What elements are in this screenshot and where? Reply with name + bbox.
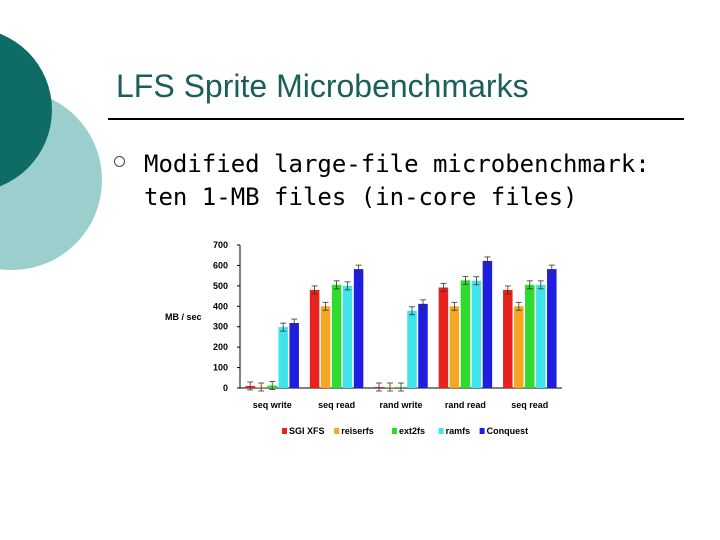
y-tick-label: 200	[213, 342, 228, 352]
legend-label: SGI XFS	[289, 426, 325, 436]
bar-conquest	[482, 260, 493, 388]
bar-conquest	[547, 269, 557, 388]
legend-label: reiserfs	[341, 426, 374, 436]
title-divider	[108, 118, 684, 120]
bullet-line-1: Modified large-file microbenchmark:	[144, 150, 650, 178]
bar-conquest	[353, 269, 364, 388]
bullet-line-2: ten 1-MB files (in-core files)	[144, 183, 578, 211]
bar-reiserfs	[449, 306, 460, 388]
legend-swatch	[334, 428, 340, 434]
legend-swatch	[392, 428, 397, 434]
bar-reiserfs	[514, 306, 524, 388]
y-tick-label: 600	[213, 260, 228, 270]
bullet-circle-icon	[114, 156, 125, 167]
decor-circle-dark	[0, 33, 52, 187]
legend-swatch	[479, 428, 485, 434]
bar-sgi-xfs	[503, 289, 513, 388]
legend-swatch	[282, 428, 287, 434]
y-tick-label: 700	[213, 240, 228, 250]
bar-ext2fs	[525, 284, 535, 388]
y-tick-label: 400	[213, 301, 228, 311]
bar-conquest	[289, 323, 299, 388]
bar-ramfs	[536, 284, 546, 388]
x-category-label: seq write	[253, 400, 292, 410]
bar-reiserfs	[320, 306, 331, 388]
bar-ext2fs	[460, 280, 471, 388]
bar-sgi-xfs	[438, 287, 449, 388]
bar-conquest	[418, 303, 428, 388]
y-tick-label: 0	[223, 383, 228, 393]
x-category-label: seq read	[511, 400, 548, 410]
x-category-label: seq read	[318, 400, 355, 410]
bar-ramfs	[407, 310, 417, 388]
bar-sgi-xfs	[309, 289, 320, 388]
x-category-label: rand read	[445, 400, 486, 410]
y-tick-label: 300	[213, 322, 228, 332]
y-axis-label: MB / sec	[165, 312, 202, 322]
bar-ext2fs	[331, 284, 342, 388]
legend-label: ramfs	[446, 426, 471, 436]
legend-label: Conquest	[487, 426, 529, 436]
legend-swatch	[438, 428, 444, 434]
bar-ramfs	[342, 285, 353, 388]
bullet-text: Modified large-file microbenchmark: ten …	[144, 148, 704, 214]
bar-ramfs	[471, 280, 482, 388]
y-tick-label: 100	[213, 363, 228, 373]
legend-label: ext2fs	[399, 426, 425, 436]
x-category-label: rand write	[379, 400, 422, 410]
y-tick-label: 500	[213, 281, 228, 291]
bar-ramfs	[278, 327, 288, 388]
slide-title: LFS Sprite Microbenchmarks	[116, 68, 529, 104]
